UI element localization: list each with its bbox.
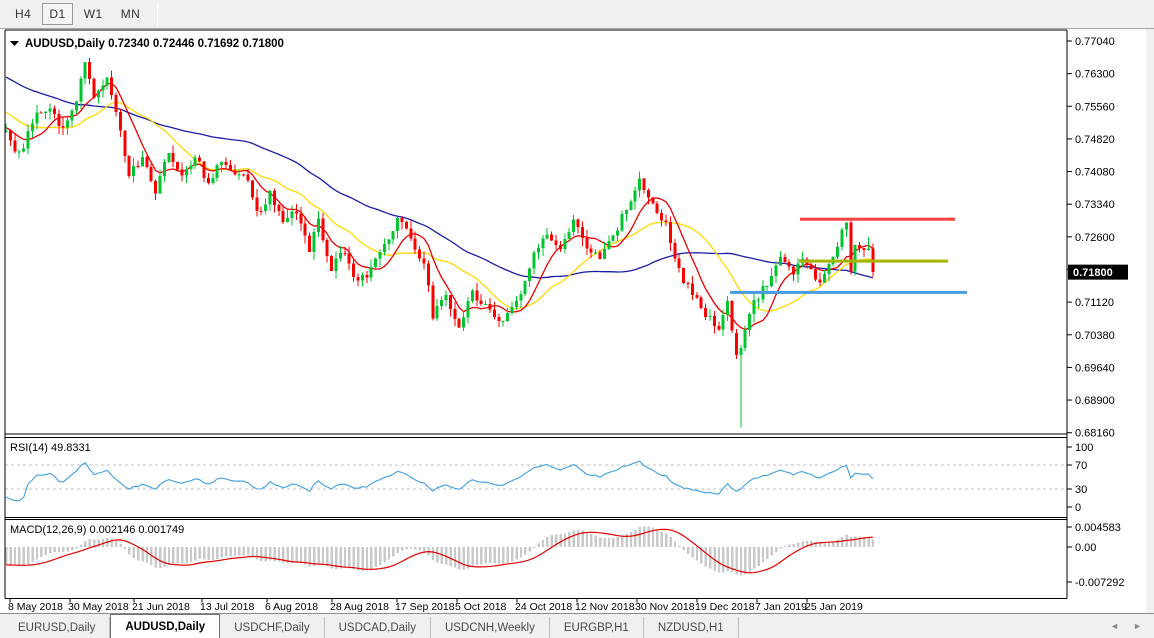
price-axis: 0.77040 0.76300 0.75560 0.74820 0.74080 0.733… [1067,36,1115,440]
tab-scroll-left-icon[interactable]: ◄ [1110,621,1120,631]
rsi-label: RSI(14) 49.8331 [10,442,91,454]
price-tick-label: 0.74080 [1075,167,1115,179]
timeframe-button-d1[interactable]: D1 [42,3,73,25]
chart-tab-bar: EURUSD,Daily AUDUSD,Daily USDCHF,Daily USDC… [0,613,1154,638]
current-price-box [1068,264,1128,280]
date-tick-label: 24 Oct 2018 [515,601,572,613]
date-tick-label: 8 May 2018 [8,601,63,613]
date-tick-label: 19 Dec 2018 [695,601,755,613]
date-tick-label: 13 Jul 2018 [200,601,254,613]
panel-borders [4,29,1068,599]
date-tick-label: 21 Jun 2018 [132,601,190,613]
tab-scroll-right-icon[interactable]: ► [1133,621,1142,631]
chart-tab-eurusd-daily[interactable]: EURUSD,Daily [4,617,111,638]
tab-scroll-controls: ◄ ► [1110,614,1154,638]
resistance-level-line [800,217,955,221]
price-tick-label: 0.73340 [1075,199,1115,211]
rsi-axis: 100 70 30 0 [1067,442,1093,514]
medium-ma-line [5,101,873,312]
date-tick-label: 12 Nov 2018 [575,601,635,613]
chart-title: AUDUSD,Daily 0.72340 0.72446 0.71692 0.7… [25,38,284,50]
rsi-tick-label: 100 [1075,442,1093,454]
chart-tab-usdcad-daily[interactable]: USDCAD,Daily [325,617,431,638]
macd-signal-line [5,528,873,574]
chart-background [0,29,1154,613]
timeframe-button-group: H4 D1 W1 MN [6,3,149,25]
price-tick-label: 0.75560 [1075,101,1115,113]
macd-tick-label: -0.007292 [1075,577,1125,589]
timeframe-toolbar: H4 D1 W1 MN [0,0,1154,29]
rsi-tick-label: 30 [1075,484,1087,496]
price-tick-label: 0.72600 [1075,232,1115,244]
date-tick-label: 28 Aug 2018 [330,601,389,613]
price-tick-label: 0.69640 [1075,362,1115,374]
date-tick-label: 5 Oct 2018 [455,601,507,613]
rsi-tick-label: 70 [1075,460,1087,472]
chart-tab-usdcnh-weekly[interactable]: USDCNH,Weekly [431,617,550,638]
date-tick-label: 17 Sep 2018 [395,601,455,613]
date-tick-label: 30 May 2018 [68,601,129,613]
date-tick-label: 6 Aug 2018 [265,601,318,613]
rsi-line [5,460,874,502]
chart-tab-usdchf-daily[interactable]: USDCHF,Daily [220,617,325,638]
price-tick-label: 0.77040 [1075,36,1115,48]
time-axis: 8 May 2018 30 May 2018 21 Jun 2018 13 Jul 2… [8,598,863,613]
macd-tick-label: 0.00 [1075,542,1096,554]
macd-axis: 0.004583 0.00 -0.007292 [1067,522,1125,589]
price-tick-label: 0.71120 [1075,297,1114,309]
chart-tabs: EURUSD,Daily AUDUSD,Daily USDCHF,Daily USDC… [4,614,739,638]
timeframe-button-h4[interactable]: H4 [15,7,32,21]
timeframe-button-mn[interactable]: MN [120,7,141,21]
chart-tab-audusd-daily[interactable]: AUDUSD,Daily [110,614,221,638]
current-price-label: 0.71800 [1073,267,1113,279]
rsi-gridlines [5,464,1067,490]
date-tick-label: 7 Jan 2019 [755,601,807,613]
price-tick-label: 0.76300 [1075,69,1115,81]
chart-tab-eurgbp-h1[interactable]: EURGBP,H1 [550,617,644,638]
rsi-tick-label: 0 [1075,502,1081,514]
macd-label: MACD(12,26,9) 0.002146 0.001749 [10,524,184,536]
chart-canvas[interactable]: 0.77040 0.76300 0.75560 0.74820 0.74080 0.733… [0,29,1154,613]
symbol-dropdown-icon [10,41,19,46]
price-tick-label: 0.68900 [1075,395,1115,407]
price-tick-label: 0.74820 [1075,134,1115,146]
macd-panel [5,526,875,576]
toolbar-separator [157,2,159,26]
macd-tick-label: 0.004583 [1075,522,1121,534]
right-edge-strip [1146,29,1154,613]
price-tick-label: 0.70380 [1075,330,1115,342]
date-tick-label: 25 Jan 2019 [805,601,863,613]
chart-tab-nzdusd-h1[interactable]: NZDUSD,H1 [644,617,739,638]
price-tick-label: 0.68160 [1075,428,1115,440]
date-tick-label: 30 Nov 2018 [635,601,695,613]
support-level-line [730,290,967,294]
timeframe-button-w1[interactable]: W1 [83,7,103,21]
pivot-level-line [799,259,948,263]
candlestick-series [4,58,875,428]
